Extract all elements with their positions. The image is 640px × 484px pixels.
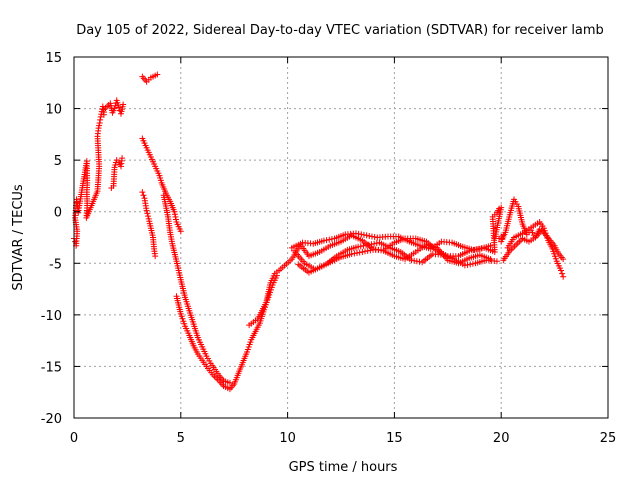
data-point: [172, 213, 179, 220]
data-point: [326, 236, 333, 243]
data-point: [371, 233, 378, 240]
data-point: [352, 230, 359, 237]
data-point: [323, 237, 330, 244]
data-point: [359, 248, 366, 255]
data-point: [368, 233, 375, 240]
y-tick-label: -20: [41, 412, 62, 427]
data-point: [154, 71, 161, 78]
data-point: [560, 273, 567, 280]
data-point: [172, 216, 179, 223]
data-point: [356, 249, 363, 256]
data-point: [363, 242, 370, 249]
data-point: [97, 113, 104, 120]
data-points: [71, 71, 567, 393]
data-point: [559, 270, 566, 277]
y-tick-label: -5: [49, 257, 62, 272]
data-point: [115, 104, 122, 111]
data-point: [408, 257, 415, 264]
data-point: [368, 241, 375, 248]
data-point: [464, 261, 471, 268]
data-point: [461, 262, 468, 269]
data-point: [358, 231, 365, 238]
data-point: [171, 208, 178, 215]
data-point: [320, 237, 327, 244]
data-point: [413, 258, 420, 265]
x-tick-label: 10: [279, 431, 296, 446]
data-point: [97, 116, 104, 123]
data-point: [143, 207, 150, 214]
chart-title: Day 105 of 2022, Sidereal Day-to-day VTE…: [76, 23, 604, 38]
data-point: [493, 258, 500, 265]
data-point: [364, 247, 371, 254]
data-point: [470, 246, 477, 253]
data-point: [355, 243, 362, 250]
x-tick-label: 20: [493, 431, 510, 446]
data-point: [177, 228, 184, 235]
x-tick-label: 25: [600, 431, 617, 446]
data-point: [357, 243, 364, 250]
data-point: [328, 236, 335, 243]
data-point: [473, 246, 480, 253]
data-point: [95, 125, 102, 132]
data-point: [558, 267, 565, 274]
data-point: [560, 256, 567, 263]
data-point: [360, 242, 367, 249]
data-point: [226, 379, 233, 386]
plot-border: [73, 56, 609, 419]
data-point: [96, 122, 103, 129]
data-point: [140, 192, 147, 199]
data-point: [144, 210, 151, 217]
y-tick-label: 10: [45, 103, 62, 118]
y-tick-label: 0: [54, 206, 62, 221]
data-point: [348, 251, 355, 258]
data-point: [351, 250, 358, 257]
data-point: [145, 213, 152, 220]
y-tick-label: 5: [54, 154, 62, 169]
data-point: [96, 120, 103, 127]
data-point: [354, 249, 361, 256]
data-point: [416, 258, 423, 265]
data-point: [467, 261, 474, 268]
data-point: [171, 211, 178, 218]
data-point: [111, 105, 118, 112]
x-tick-label: 5: [177, 431, 185, 446]
data-point: [365, 241, 372, 248]
axis-ticks: 0 5 10 15 20 25 -20 -15 -10 -5 0 5 10 15: [41, 51, 617, 446]
data-point: [469, 260, 476, 267]
data-point: [152, 253, 159, 260]
data-point: [139, 189, 146, 196]
y-tick-label: -10: [41, 309, 62, 324]
y-axis-label: SDTVAR / TECUs: [11, 184, 26, 291]
data-point: [362, 248, 369, 255]
y-tick-label: -15: [41, 360, 62, 375]
data-point: [367, 247, 374, 254]
data-point: [120, 101, 127, 108]
data-point: [355, 230, 362, 237]
data-point: [119, 155, 126, 162]
data-point: [360, 231, 367, 238]
data-point: [363, 232, 370, 239]
data-point: [411, 257, 418, 264]
data-point: [112, 102, 119, 109]
x-tick-label: 0: [70, 431, 78, 446]
data-point: [475, 245, 482, 252]
x-tick-label: 15: [386, 431, 403, 446]
data-point: [371, 240, 378, 247]
x-axis-label: GPS time / hours: [289, 460, 398, 475]
y-tick-label: 15: [45, 51, 62, 66]
data-point: [373, 240, 380, 247]
data-point: [366, 232, 373, 239]
